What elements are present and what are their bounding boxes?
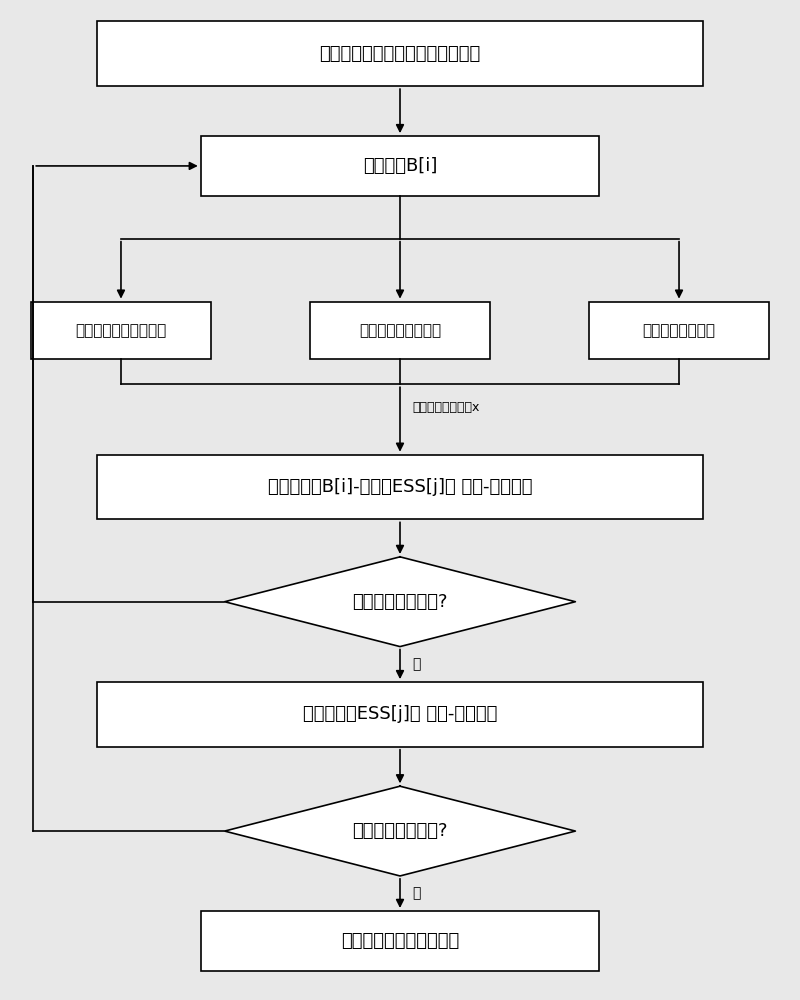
Polygon shape xyxy=(225,557,575,647)
Text: 提取建筑B[i]: 提取建筑B[i] xyxy=(363,157,437,175)
Polygon shape xyxy=(225,786,575,876)
Text: 生成疏散准备时间特性: 生成疏散准备时间特性 xyxy=(75,323,166,338)
Text: 是: 是 xyxy=(412,886,420,900)
FancyBboxPatch shape xyxy=(97,682,703,747)
Text: 计算建筑物清空时间: 计算建筑物清空时间 xyxy=(359,323,441,338)
Text: 根据时段特性，更新建筑物内人口: 根据时段特性，更新建筑物内人口 xyxy=(319,45,481,63)
Text: 计算建筑物B[i]-集合点ESS[j]的 人数-时间关系: 计算建筑物B[i]-集合点ESS[j]的 人数-时间关系 xyxy=(268,478,532,496)
Text: 社区应急培训因子x: 社区应急培训因子x xyxy=(412,401,479,414)
FancyBboxPatch shape xyxy=(310,302,490,359)
Text: 是: 是 xyxy=(412,657,420,671)
Text: 计算步行集合时间: 计算步行集合时间 xyxy=(642,323,715,338)
FancyBboxPatch shape xyxy=(201,136,599,196)
FancyBboxPatch shape xyxy=(201,911,599,971)
FancyBboxPatch shape xyxy=(97,455,703,519)
Text: 社区疏散集合过程计算完: 社区疏散集合过程计算完 xyxy=(341,932,459,950)
FancyBboxPatch shape xyxy=(97,21,703,86)
Text: 计算集合点ESS[j]的 人数-时间曲线: 计算集合点ESS[j]的 人数-时间曲线 xyxy=(303,705,497,723)
Text: 所有集合点计算完?: 所有集合点计算完? xyxy=(352,822,448,840)
FancyBboxPatch shape xyxy=(31,302,210,359)
Text: 所有建筑物计算完?: 所有建筑物计算完? xyxy=(352,593,448,611)
FancyBboxPatch shape xyxy=(590,302,769,359)
